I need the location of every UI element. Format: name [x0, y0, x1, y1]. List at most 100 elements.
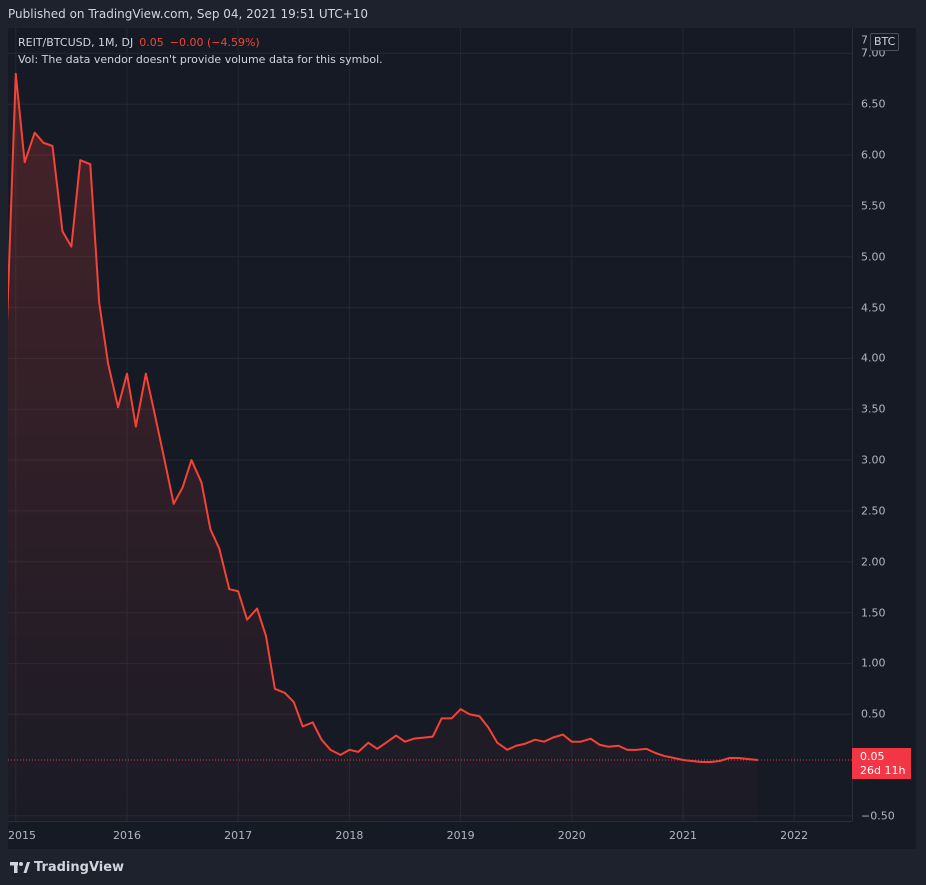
time-scale[interactable]: [8, 821, 852, 850]
x-tick-label: 2019: [446, 829, 475, 842]
data-point: [440, 717, 443, 720]
data-point: [496, 741, 499, 744]
y-tick-label: −0.50: [861, 809, 895, 823]
data-point: [348, 749, 351, 751]
price-change: −0.00 (−4.59%): [169, 36, 260, 49]
price-plot[interactable]: [8, 28, 852, 821]
data-point: [126, 372, 128, 375]
x-tick-label: 2020: [557, 829, 586, 842]
data-point: [404, 740, 406, 743]
data-point: [200, 481, 203, 484]
data-point: [98, 301, 100, 304]
data-point: [218, 547, 221, 550]
tradingview-logo-icon: [10, 861, 30, 873]
data-point: [107, 362, 109, 365]
y-tick-label: 3.00: [861, 453, 886, 467]
data-point: [14, 72, 17, 75]
data-point: [579, 740, 582, 743]
data-point: [339, 754, 342, 756]
y-tick-label: 3.50: [861, 402, 886, 416]
data-point: [246, 618, 248, 621]
data-point: [61, 230, 64, 233]
data-point: [89, 163, 92, 166]
brand-name: TradingView: [34, 860, 125, 875]
data-point: [33, 131, 36, 134]
data-point: [450, 717, 453, 720]
data-point: [617, 744, 620, 747]
data-point: [228, 588, 231, 590]
currency-badge[interactable]: BTC: [870, 33, 900, 51]
bar-countdown: 26d 11h: [860, 764, 906, 777]
price-series-line: [8, 72, 758, 764]
data-point: [385, 741, 387, 744]
y-tick-label: 4.00: [861, 351, 886, 365]
data-point: [543, 740, 545, 743]
data-point: [663, 755, 665, 757]
data-point: [524, 742, 526, 745]
data-point: [42, 142, 45, 144]
data-point: [654, 752, 656, 754]
data-point: [395, 734, 397, 737]
data-point: [728, 757, 731, 759]
y-tick-label: 0.50: [861, 707, 886, 721]
data-point: [691, 760, 693, 762]
data-point: [607, 745, 610, 748]
data-point: [598, 743, 601, 746]
data-point: [487, 726, 490, 729]
data-point: [431, 735, 434, 738]
data-point: [570, 740, 573, 743]
y-tick-label: 6.50: [861, 97, 886, 111]
data-point: [626, 749, 629, 751]
data-point: [423, 736, 425, 739]
data-point: [552, 736, 554, 739]
data-point: [181, 486, 184, 489]
data-point: [459, 708, 462, 710]
data-point: [329, 749, 332, 751]
data-point: [145, 372, 147, 375]
data-point: [478, 715, 481, 718]
data-point: [701, 761, 703, 763]
y-tick-label: 7: [861, 33, 868, 47]
data-point: [413, 737, 415, 740]
price-scale[interactable]: [852, 28, 917, 821]
y-tick-label: 1.00: [861, 656, 886, 670]
data-point: [301, 725, 304, 728]
data-point: [79, 159, 82, 161]
y-tick-label: 5.00: [861, 250, 886, 264]
data-point: [756, 759, 759, 761]
data-point: [51, 145, 54, 147]
data-point: [534, 738, 536, 741]
price-area-fill: [8, 73, 758, 821]
data-point: [357, 751, 360, 753]
data-point: [274, 688, 276, 690]
data-point: [292, 701, 295, 703]
data-point: [284, 692, 286, 694]
x-tick-label: 2022: [780, 829, 809, 842]
y-tick-label: 4.50: [861, 301, 886, 315]
data-point: [117, 406, 119, 409]
tradingview-logo[interactable]: TradingView: [10, 860, 124, 875]
data-point: [209, 528, 212, 531]
symbol-label[interactable]: REIT/BTCUSD, 1M, DJ: [18, 36, 134, 49]
data-point: [135, 425, 137, 428]
volume-note: Vol: The data vendor doesn't provide vol…: [18, 53, 383, 66]
data-point: [746, 758, 749, 760]
data-point: [682, 759, 684, 761]
published-info: Published on TradingView.com, Sep 04, 20…: [8, 7, 369, 21]
data-points: [14, 72, 759, 763]
x-tick-label: 2017: [224, 829, 253, 842]
y-tick-label: 1.50: [861, 606, 886, 620]
x-tick-label: 2015: [8, 829, 36, 842]
data-point: [506, 749, 509, 751]
data-point: [153, 413, 156, 416]
y-tick-label: 2.50: [861, 504, 886, 518]
last-price-value: 0.05: [860, 750, 885, 763]
data-point: [23, 161, 26, 163]
data-point: [376, 748, 378, 750]
y-tick-label: 5.50: [861, 199, 886, 213]
top-bar: Published on TradingView.com, Sep 04, 20…: [0, 0, 926, 28]
current-value: 0.05: [139, 36, 164, 49]
data-point: [311, 721, 314, 724]
x-tick-label: 2021: [668, 829, 697, 842]
data-point: [70, 245, 73, 248]
